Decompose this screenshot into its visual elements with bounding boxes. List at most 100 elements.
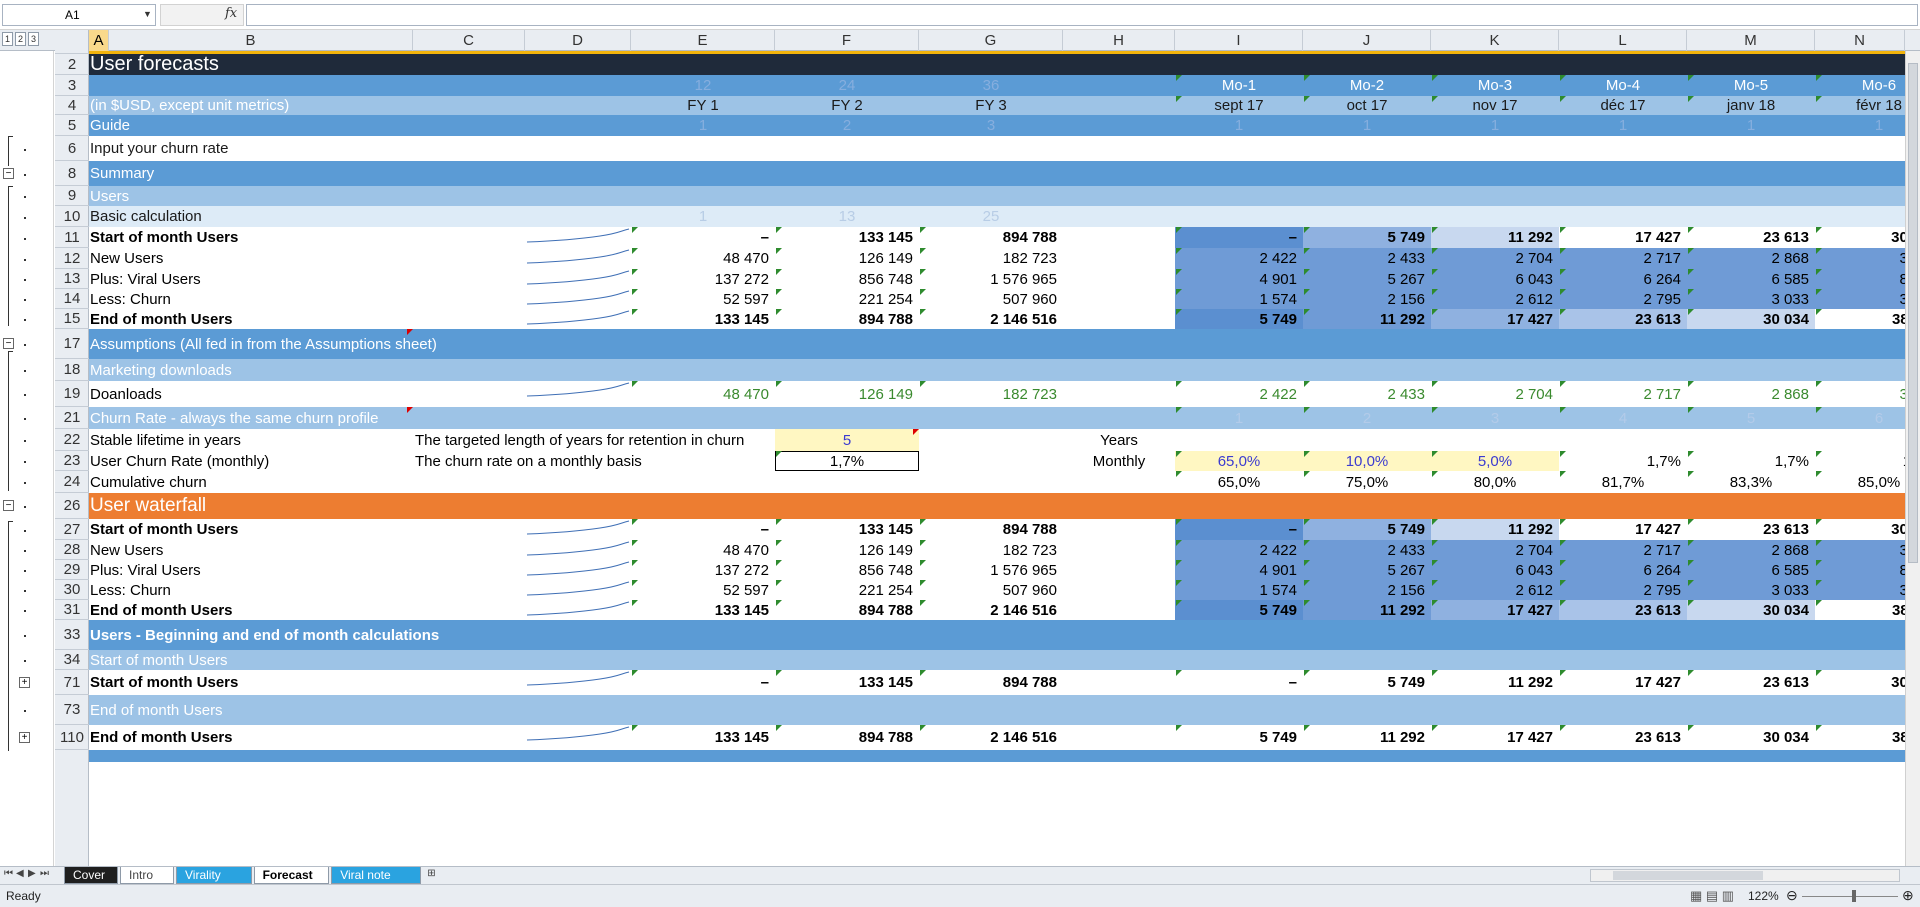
collapse-icon[interactable]: − [3, 167, 14, 179]
summary-users-month-value[interactable]: 8 258 [1815, 269, 1905, 289]
row110-label[interactable]: End of month Users [90, 729, 233, 746]
downloads-month-value[interactable]: 2 717 [1643, 385, 1681, 403]
section-users[interactable]: Users [90, 187, 130, 205]
summary-users-month-value[interactable]: 5 267 [1303, 269, 1431, 289]
summary-users-fy-value[interactable]: 182 723 [1002, 250, 1057, 267]
waterfall-users-month-value[interactable]: 2 612 [1431, 580, 1559, 600]
basic-calc-value[interactable]: 25 [982, 208, 1000, 225]
waterfall-users-month-value[interactable]: 23 613 [1559, 600, 1687, 620]
fx-icon[interactable]: fx [225, 6, 238, 21]
view-buttons-icon[interactable]: ▦ ▤ ▥ [1690, 888, 1735, 903]
summary-users-month-value[interactable]: 17 427 [1559, 227, 1687, 248]
churn-rate-month[interactable]: 1,7% [1559, 451, 1687, 471]
summary-users-month-value[interactable]: 4 901 [1175, 269, 1303, 289]
waterfall-users-fy-value[interactable]: 894 788 [1002, 521, 1057, 538]
summary-users-label[interactable]: End of month Users [90, 310, 233, 328]
row-header-3[interactable]: 3 [55, 75, 89, 96]
row71-fy-value[interactable]: 894 788 [1002, 674, 1057, 691]
stable-lifetime-desc[interactable]: The targeted length of years for retenti… [415, 431, 745, 449]
cumulative-churn-month[interactable]: 85,0% [1857, 473, 1901, 491]
downloads-month-value[interactable]: 2 433 [1387, 385, 1425, 403]
guide-value[interactable]: 3 [986, 117, 996, 134]
row110-fy-value[interactable]: 894 788 [858, 729, 913, 746]
summary-users-month-value[interactable]: 38 113 [1815, 309, 1905, 329]
row-header-8[interactable]: 8 [55, 161, 89, 186]
waterfall-users-month-value[interactable]: 2 156 [1303, 580, 1431, 600]
section-eom[interactable]: End of month Users [90, 701, 223, 719]
waterfall-users-month-value[interactable]: 23 613 [1687, 519, 1815, 540]
formula-input[interactable] [246, 4, 1918, 26]
row-header-4[interactable]: 4 [55, 96, 89, 115]
period-label[interactable]: déc 17 [1600, 97, 1646, 114]
waterfall-users-label[interactable]: End of month Users [90, 601, 233, 619]
period-label[interactable]: oct 17 [1346, 97, 1388, 114]
churn-rate-month[interactable]: 65,0% [1175, 451, 1303, 471]
row-header-2[interactable]: 2 [55, 54, 89, 75]
cell-grid[interactable]: User forecasts 12 24 36 Mo-1 Mo-2 Mo-3 Mo-4 Mo-5… [89, 51, 1905, 866]
sheet-tab-cover[interactable]: Cover [64, 867, 118, 884]
downloads-month-value[interactable]: 3 344 [1899, 385, 1905, 403]
summary-users-month-value[interactable]: 2 795 [1559, 289, 1687, 309]
waterfall-users-month-value[interactable]: 2 433 [1303, 540, 1431, 560]
waterfall-users-month-value[interactable]: 6 043 [1431, 560, 1559, 580]
select-all-corner[interactable] [55, 30, 89, 51]
row71-month-value[interactable]: 5 749 [1387, 674, 1425, 691]
column-header-m[interactable]: M [1687, 30, 1815, 51]
row-header-6[interactable]: 6 [55, 136, 89, 161]
summary-users-month-value[interactable]: 5 749 [1303, 227, 1431, 248]
downloads-month-value[interactable]: 2 704 [1515, 385, 1553, 403]
guide-value[interactable]: 1 [1874, 117, 1884, 134]
waterfall-users-fy-value[interactable]: 182 723 [1002, 541, 1057, 559]
summary-users-month-value[interactable]: 6 043 [1431, 269, 1559, 289]
waterfall-users-fy-value[interactable]: 48 470 [723, 541, 769, 559]
summary-users-month-value[interactable]: 23 613 [1559, 309, 1687, 329]
row-header-23[interactable]: 23 [55, 451, 89, 471]
summary-users-fy-value[interactable]: 137 272 [714, 270, 769, 288]
period-label[interactable]: janv 18 [1726, 97, 1776, 114]
row-header-29[interactable]: 29 [55, 560, 89, 580]
row110-month-value[interactable]: 17 427 [1507, 729, 1553, 746]
waterfall-users-fy-value[interactable]: 1 576 965 [990, 561, 1057, 579]
outline-level-2[interactable]: 2 [15, 32, 26, 46]
summary-users-label[interactable]: Plus: Viral Users [90, 270, 201, 288]
downloads-month-value[interactable]: 2 868 [1771, 385, 1809, 403]
waterfall-users-month-value[interactable]: 2 704 [1431, 540, 1559, 560]
cumulative-churn-month[interactable]: 83,3% [1729, 473, 1773, 491]
period-label[interactable]: FY 1 [687, 97, 719, 114]
period-label[interactable] [1063, 96, 1175, 115]
waterfall-users-label[interactable]: Plus: Viral Users [90, 561, 201, 579]
row110-month-value[interactable]: 23 613 [1635, 729, 1681, 746]
basic-calc-value[interactable]: 13 [838, 208, 856, 225]
guide-value[interactable]: 1 [1746, 117, 1756, 134]
sheet-tab-virality[interactable]: Virality [176, 867, 252, 884]
waterfall-users-month-value[interactable]: 2 795 [1559, 580, 1687, 600]
row-header-34[interactable]: 34 [55, 650, 89, 670]
summary-users-month-value[interactable]: 17 427 [1431, 309, 1559, 329]
instruction-text[interactable]: Input your churn rate [90, 140, 229, 157]
summary-users-month-value[interactable]: 3 033 [1687, 289, 1815, 309]
row-header-12[interactable]: 12 [55, 248, 89, 269]
summary-users-month-value[interactable]: 2 422 [1175, 248, 1303, 269]
section-som[interactable]: Start of month Users [90, 651, 228, 669]
churn-rate-desc[interactable]: The churn rate on a monthly basis [415, 452, 642, 470]
summary-users-fy-value[interactable]: – [760, 229, 769, 246]
collapse-icon[interactable]: − [3, 500, 14, 511]
guide-value[interactable]: 1 [1490, 117, 1500, 134]
row-header-71[interactable]: 71 [55, 670, 89, 695]
summary-users-fy-value[interactable]: 221 254 [858, 290, 913, 308]
row71-fy-value[interactable]: 133 145 [858, 674, 913, 691]
summary-users-month-value[interactable]: 2 717 [1559, 248, 1687, 269]
sheet-tab-forecast[interactable]: Forecast [253, 867, 330, 884]
tab-nav-icon[interactable]: ◀ [16, 868, 24, 879]
summary-users-fy-value[interactable]: 856 748 [858, 270, 913, 288]
row-header-110[interactable]: 110 [55, 725, 89, 750]
column-header-n[interactable]: N [1815, 30, 1905, 51]
row-header-19[interactable]: 19 [55, 381, 89, 407]
waterfall-users-fy-value[interactable]: 133 145 [858, 521, 913, 538]
waterfall-users-month-value[interactable]: 3 523 [1815, 580, 1905, 600]
row71-label[interactable]: Start of month Users [90, 674, 239, 691]
zoom-out-icon[interactable]: ⊖ [1786, 887, 1798, 903]
row71-month-value[interactable]: 11 292 [1507, 674, 1553, 691]
row110-fy-value[interactable]: 133 145 [714, 729, 769, 746]
churn-index[interactable]: 1 [1234, 409, 1244, 427]
